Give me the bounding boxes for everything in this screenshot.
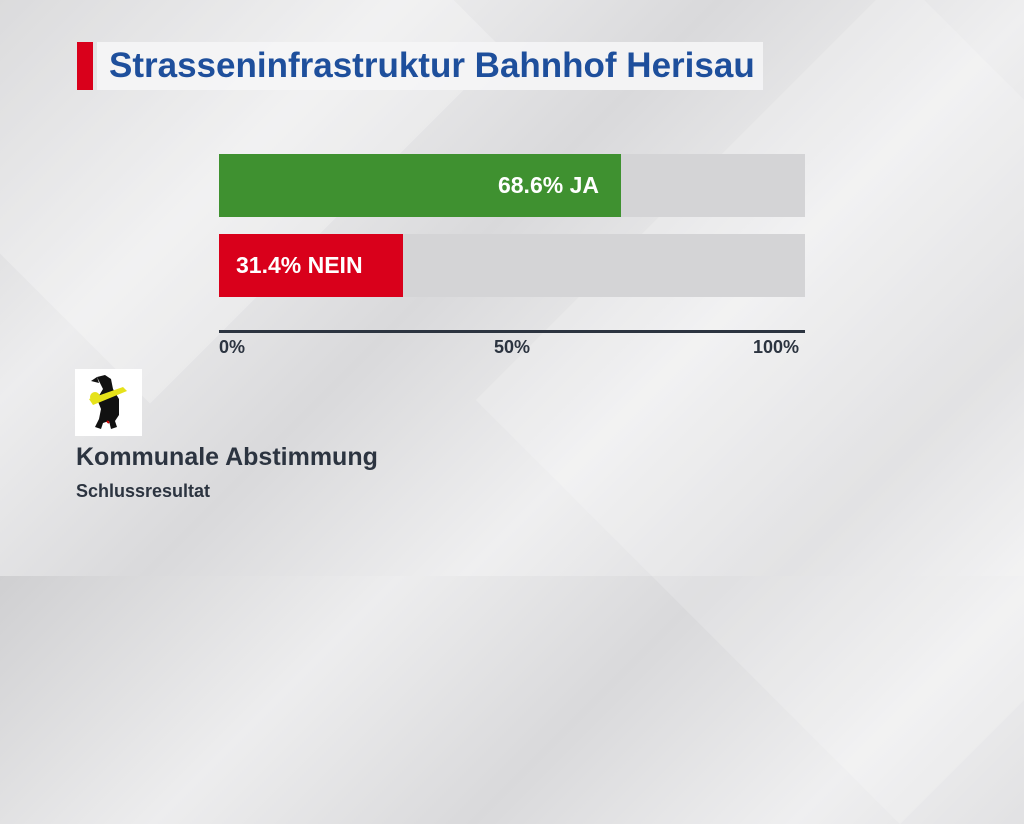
result-status: Schlussresultat xyxy=(76,481,211,501)
bar-track-ja: 68.6% JA xyxy=(219,154,805,217)
bear-coat-of-arms-icon xyxy=(75,369,142,436)
bar-track-nein: 31.4% NEIN xyxy=(219,234,805,297)
bar-ja: 68.6% JA xyxy=(219,154,621,217)
chart-title: Strasseninfrastruktur Bahnhof Herisau xyxy=(97,42,763,90)
tick-label-50: 50% xyxy=(494,337,531,357)
tick-label-100: 100% xyxy=(753,337,800,357)
bar-label-ja: 68.6% JA xyxy=(497,172,599,198)
bar-nein: 31.4% NEIN xyxy=(219,234,403,297)
tick-label-0: 0% xyxy=(219,337,246,357)
bar-label-nein: 31.4% NEIN xyxy=(236,252,363,278)
x-axis-line xyxy=(219,330,805,333)
vote-type: Kommunale Abstimmung xyxy=(76,443,378,471)
title-accent-bar xyxy=(77,42,93,90)
title-banner: Strasseninfrastruktur Bahnhof Herisau xyxy=(77,42,763,90)
